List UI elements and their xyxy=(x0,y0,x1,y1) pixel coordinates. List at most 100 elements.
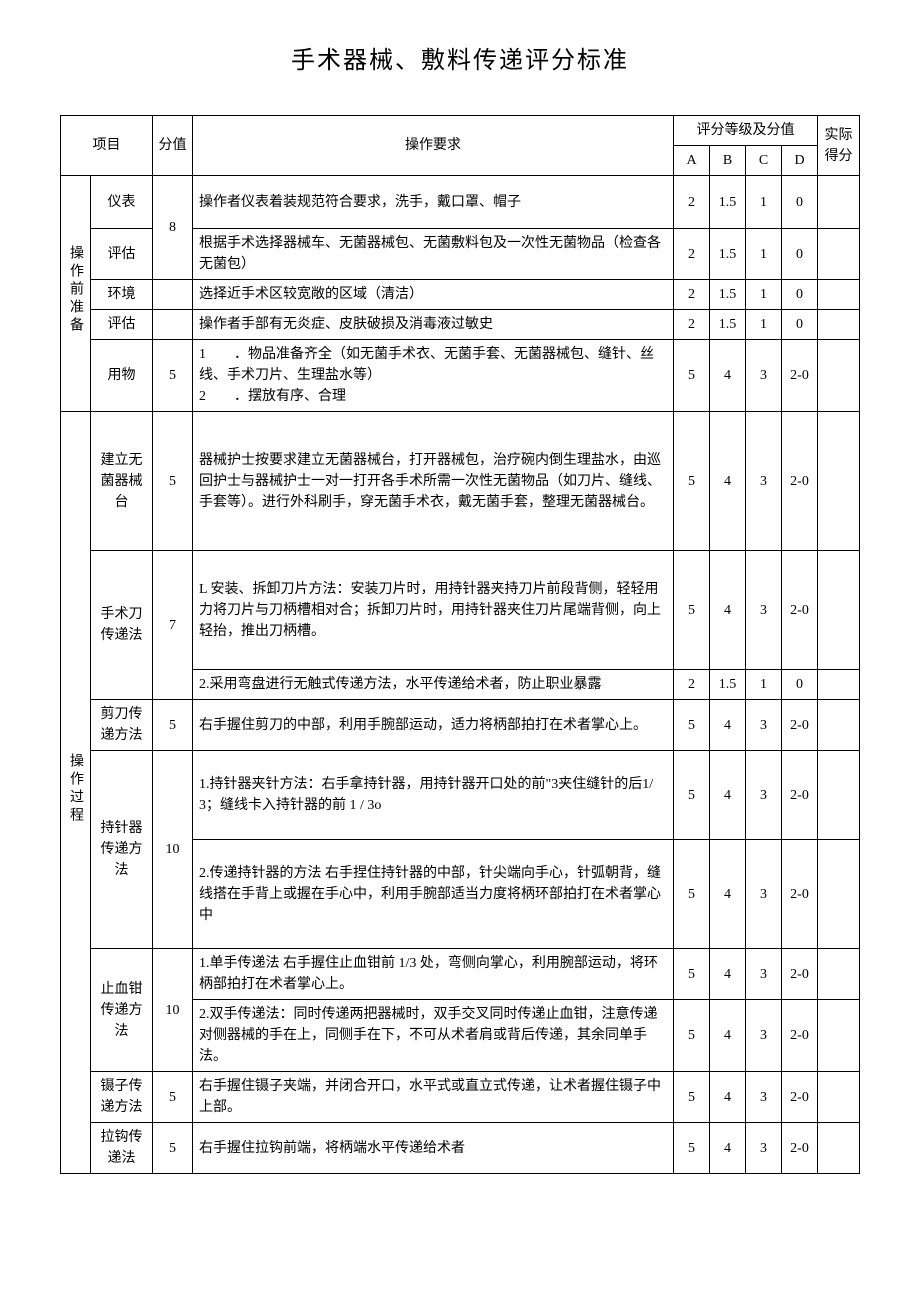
cell-item: 止血钳传递方法 xyxy=(91,949,153,1072)
cell-score: 5 xyxy=(153,1123,193,1174)
cell-actual[interactable] xyxy=(818,1123,860,1174)
cell-D: 0 xyxy=(782,310,818,340)
cell-C: 1 xyxy=(746,176,782,229)
cell-actual[interactable] xyxy=(818,1072,860,1123)
cell-C: 3 xyxy=(746,1000,782,1072)
cell-B: 4 xyxy=(710,412,746,551)
cell-A: 2 xyxy=(674,280,710,310)
cell-actual[interactable] xyxy=(818,176,860,229)
table-row: 操作前准备 仪表 8 操作者仪表着装规范符合要求，洗手，戴口罩、帽子 2 1.5… xyxy=(61,176,860,229)
cell-A: 5 xyxy=(674,751,710,840)
page-title: 手术器械、敷料传递评分标准 xyxy=(60,40,860,75)
cell-A: 5 xyxy=(674,949,710,1000)
table-row: 环境 选择近手术区较宽敞的区域（清洁） 2 1.5 1 0 xyxy=(61,280,860,310)
cell-B: 4 xyxy=(710,700,746,751)
cell-D: 2-0 xyxy=(782,340,818,412)
cell-D: 0 xyxy=(782,176,818,229)
cell-C: 3 xyxy=(746,1072,782,1123)
col-B: B xyxy=(710,146,746,176)
cell-C: 3 xyxy=(746,751,782,840)
cell-A: 2 xyxy=(674,229,710,280)
cell-score: 7 xyxy=(153,551,193,700)
scoring-table: 项目 分值 操作要求 评分等级及分值 实际得分 A B C D 操作前准备 仪表… xyxy=(60,115,860,1174)
cell-actual[interactable] xyxy=(818,340,860,412)
col-A: A xyxy=(674,146,710,176)
cell-B: 1.5 xyxy=(710,310,746,340)
cell-actual[interactable] xyxy=(818,1000,860,1072)
cell-score: 10 xyxy=(153,949,193,1072)
cell-actual[interactable] xyxy=(818,751,860,840)
cell-C: 3 xyxy=(746,340,782,412)
table-row: 持针器传递方法 10 1.持针器夹针方法：右手拿持针器，用持针器开口处的前"3夹… xyxy=(61,751,860,840)
cell-D: 0 xyxy=(782,280,818,310)
cell-B: 4 xyxy=(710,840,746,949)
cell-score: 5 xyxy=(153,412,193,551)
cell-C: 1 xyxy=(746,670,782,700)
cell-req: 选择近手术区较宽敞的区域（清洁） xyxy=(193,280,674,310)
cell-actual[interactable] xyxy=(818,412,860,551)
cell-actual[interactable] xyxy=(818,949,860,1000)
section-proc: 操作过程 xyxy=(61,412,91,1174)
cell-B: 4 xyxy=(710,949,746,1000)
cell-C: 1 xyxy=(746,280,782,310)
cell-req: L 安装、拆卸刀片方法：安装刀片时，用持针器夹持刀片前段背侧，轻轻用力将刀片与刀… xyxy=(193,551,674,670)
cell-req: 1.单手传递法 右手握住止血钳前 1/3 处，弯侧向掌心，利用腕部运动，将环柄部… xyxy=(193,949,674,1000)
cell-B: 4 xyxy=(710,751,746,840)
cell-A: 5 xyxy=(674,412,710,551)
cell-B: 1.5 xyxy=(710,229,746,280)
cell-req: 器械护士按要求建立无菌器械台，打开器械包，治疗碗内倒生理盐水，由巡回护士与器械护… xyxy=(193,412,674,551)
col-project: 项目 xyxy=(61,116,153,176)
cell-A: 2 xyxy=(674,670,710,700)
cell-req: 右手握住剪刀的中部，利用手腕部运动，适力将柄部拍打在术者掌心上。 xyxy=(193,700,674,751)
cell-D: 2-0 xyxy=(782,1123,818,1174)
cell-A: 2 xyxy=(674,310,710,340)
table-row: 操作过程 建立无菌器械台 5 器械护士按要求建立无菌器械台，打开器械包，治疗碗内… xyxy=(61,412,860,551)
cell-req: 2.双手传递法：同时传递两把器械时，双手交叉同时传递止血钳，注意传递对侧器械的手… xyxy=(193,1000,674,1072)
cell-B: 4 xyxy=(710,1123,746,1174)
col-D: D xyxy=(782,146,818,176)
cell-D: 2-0 xyxy=(782,1072,818,1123)
cell-C: 3 xyxy=(746,412,782,551)
cell-C: 3 xyxy=(746,1123,782,1174)
cell-D: 0 xyxy=(782,229,818,280)
cell-C: 3 xyxy=(746,551,782,670)
table-row: 拉钩传递法 5 右手握住拉钩前端，将柄端水平传递给术者 5 4 3 2-0 xyxy=(61,1123,860,1174)
cell-item: 评估 xyxy=(91,310,153,340)
cell-actual[interactable] xyxy=(818,840,860,949)
cell-D: 2-0 xyxy=(782,700,818,751)
cell-req: 操作者手部有无炎症、皮肤破损及消毒液过敏史 xyxy=(193,310,674,340)
col-C: C xyxy=(746,146,782,176)
cell-actual[interactable] xyxy=(818,670,860,700)
cell-D: 2-0 xyxy=(782,412,818,551)
cell-B: 4 xyxy=(710,551,746,670)
cell-score: 10 xyxy=(153,751,193,949)
cell-actual[interactable] xyxy=(818,700,860,751)
cell-B: 4 xyxy=(710,1000,746,1072)
cell-item: 手术刀传递法 xyxy=(91,551,153,700)
cell-actual[interactable] xyxy=(818,310,860,340)
cell-req: 1.持针器夹针方法：右手拿持针器，用持针器开口处的前"3夹住缝针的后1/3；缝线… xyxy=(193,751,674,840)
cell-D: 2-0 xyxy=(782,751,818,840)
table-row: 剪刀传递方法 5 右手握住剪刀的中部，利用手腕部运动，适力将柄部拍打在术者掌心上… xyxy=(61,700,860,751)
cell-A: 5 xyxy=(674,1123,710,1174)
cell-actual[interactable] xyxy=(818,551,860,670)
cell-score: 5 xyxy=(153,1072,193,1123)
cell-actual[interactable] xyxy=(818,229,860,280)
col-grade-group: 评分等级及分值 xyxy=(674,116,818,146)
cell-D: 2-0 xyxy=(782,1000,818,1072)
cell-A: 2 xyxy=(674,176,710,229)
cell-B: 1.5 xyxy=(710,176,746,229)
col-actual: 实际得分 xyxy=(818,116,860,176)
cell-req: 根据手术选择器械车、无菌器械包、无菌敷料包及一次性无菌物品（检查各无菌包） xyxy=(193,229,674,280)
cell-req: 操作者仪表着装规范符合要求，洗手，戴口罩、帽子 xyxy=(193,176,674,229)
cell-C: 3 xyxy=(746,949,782,1000)
cell-D: 0 xyxy=(782,670,818,700)
cell-item: 仪表 xyxy=(91,176,153,229)
cell-req: 2.采用弯盘进行无触式传递方法，水平传递给术者，防止职业暴露 xyxy=(193,670,674,700)
table-row: 止血钳传递方法 10 1.单手传递法 右手握住止血钳前 1/3 处，弯侧向掌心，… xyxy=(61,949,860,1000)
cell-req: 2.传递持针器的方法 右手捏住持针器的中部，针尖端向手心，针弧朝背，缝线搭在手背… xyxy=(193,840,674,949)
cell-item: 镊子传递方法 xyxy=(91,1072,153,1123)
cell-item: 评估 xyxy=(91,229,153,280)
cell-actual[interactable] xyxy=(818,280,860,310)
cell-A: 5 xyxy=(674,340,710,412)
